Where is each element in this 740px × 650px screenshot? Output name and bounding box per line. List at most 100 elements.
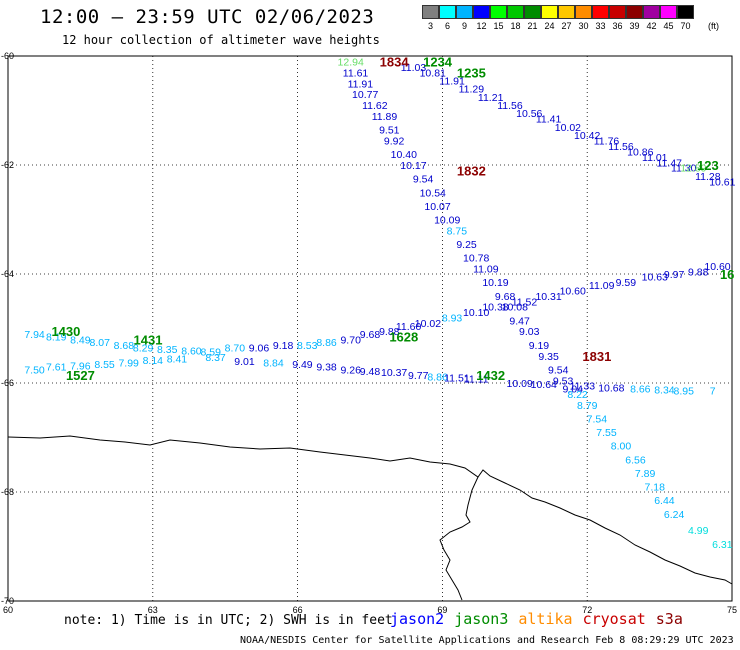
wave-height-points: 12.9411.6111.9110.7711.6211.899.519.9210… <box>24 56 735 550</box>
wave-height-value: 9.25 <box>456 239 477 251</box>
legend-label: 3 <box>427 21 433 31</box>
wave-height-value: 9.19 <box>529 340 550 352</box>
pass-time-label: 1432 <box>476 368 505 383</box>
wave-height-value: 8.00 <box>611 441 632 453</box>
legend-swatch <box>660 5 677 19</box>
legend-swatch <box>609 5 626 19</box>
pass-time-label: 1431 <box>134 332 163 347</box>
legend-swatch <box>473 5 490 19</box>
wave-height-value: 11.52 <box>512 296 538 308</box>
wave-height-value: 10.56 <box>516 108 542 120</box>
wave-height-value: 10.38 <box>482 302 508 314</box>
legend-label: 70 <box>680 21 691 31</box>
lat-label: -60 <box>1 51 14 61</box>
wave-height-value: 10.09 <box>434 215 460 227</box>
time-labels: 1834 1832 1831 1234 1235 123 1628 16 1430 1431 152… <box>51 54 734 382</box>
coastline-inlet <box>439 476 479 601</box>
wave-height-value: 11.56 <box>497 100 523 112</box>
wave-height-value: 7.99 <box>118 357 139 369</box>
legend-label: 30 <box>578 21 589 31</box>
wave-height-value: 11.28 <box>695 171 721 183</box>
wave-height-value: 12.94 <box>338 56 364 68</box>
wave-height-value: 7 <box>710 386 716 398</box>
lat-label: -64 <box>1 269 14 279</box>
lat-label: -62 <box>1 160 14 170</box>
legend-swatch <box>558 5 575 19</box>
wave-height-value: 4.99 <box>688 525 709 537</box>
legend-swatch <box>524 5 541 19</box>
legend-swatch <box>422 5 439 19</box>
wave-height-value: 10.40 <box>391 149 417 161</box>
pass-time-label: 1831 <box>582 349 611 364</box>
legend-label: 36 <box>612 21 623 31</box>
coastline-path <box>7 435 733 585</box>
pass-time-label: 1834 <box>380 54 410 69</box>
pass-time-label: 1235 <box>457 65 486 80</box>
height-legend: 3 6 9 12 15 18 21 24 27 30 33 36 39 42 45 70 (ft) <box>422 5 719 31</box>
wave-height-value: 8.84 <box>263 357 284 369</box>
wave-height-value: 7.96 <box>70 361 91 373</box>
legend-label: 18 <box>510 21 521 31</box>
wave-height-value: 11.91 <box>348 78 374 90</box>
wave-height-value: 7.94 <box>24 329 45 341</box>
wave-height-value: 12.89 <box>680 163 706 175</box>
wave-height-value: 9.54 <box>413 174 434 186</box>
wave-height-value: 10.19 <box>482 277 508 289</box>
pass-time-label: 1234 <box>423 54 453 69</box>
legend-label: 6 <box>444 21 450 31</box>
legend-label: 27 <box>561 21 572 31</box>
satellite-name: jason2 <box>390 610 445 628</box>
wave-height-value: 8.86 <box>427 371 448 383</box>
wave-height-value: 10.78 <box>463 253 489 265</box>
legend-swatch <box>592 5 609 19</box>
wave-height-value: 8.68 <box>114 340 135 352</box>
pass-time-label: 1430 <box>51 324 80 339</box>
legend-swatch <box>507 5 524 19</box>
wave-height-value: 9.97 <box>664 269 685 281</box>
wave-height-value: 10.64 <box>531 379 557 391</box>
lon-label: 75 <box>727 605 737 615</box>
legend-swatches <box>422 5 694 19</box>
wave-height-value: 10.07 <box>424 201 450 213</box>
lat-label: -70 <box>1 596 14 606</box>
wave-height-value: 8.37 <box>205 352 226 364</box>
legend-label: 9 <box>461 21 467 31</box>
lon-label: 72 <box>582 605 592 615</box>
wave-height-value: 9.06 <box>249 343 270 355</box>
wave-height-value: 9.77 <box>408 370 429 382</box>
legend-label: 45 <box>663 21 674 31</box>
wave-height-value: 8.70 <box>225 343 246 355</box>
satellite-name: jason3 <box>454 610 509 628</box>
legend-labels: 3 6 9 12 15 18 21 24 27 30 33 36 39 42 45 70 <box>422 21 694 31</box>
longitude-labels: 60 63 66 69 72 75 <box>3 605 737 615</box>
latitude-labels: -60 -62 -64 -66 -68 -70 <box>1 51 14 606</box>
lat-label: -66 <box>1 378 14 388</box>
credit-line: NOAA/NESDIS Center for Satellite Applica… <box>240 635 734 646</box>
legend-label: 21 <box>527 21 538 31</box>
legend-label: 39 <box>629 21 640 31</box>
wave-height-value: 8.29 <box>133 343 154 355</box>
wave-height-value: 9.03 <box>519 326 540 338</box>
footer-note: note: 1) Time is in UTC; 2) SWH is in fe… <box>64 613 393 628</box>
wave-height-value: 8.14 <box>143 355 164 367</box>
wave-height-value: 8.53 <box>297 340 318 352</box>
wave-height-value: 8.75 <box>447 225 468 237</box>
legend-swatch <box>456 5 473 19</box>
wave-height-value: 10.60 <box>560 285 586 297</box>
wave-height-value: 11.56 <box>608 141 634 153</box>
wave-height-value: 7.18 <box>645 482 666 494</box>
wave-height-value: 9.04 <box>563 383 584 395</box>
pass-time-label: 1832 <box>457 163 486 178</box>
legend-label: 15 <box>493 21 504 31</box>
wave-height-value: 10.31 <box>535 291 561 303</box>
pass-time-label: 123 <box>697 158 719 173</box>
wave-height-value: 6.44 <box>654 495 675 507</box>
wave-height-value: 10.86 <box>627 146 653 158</box>
lon-label: 60 <box>3 605 13 615</box>
pass-time-label: 1527 <box>66 368 95 383</box>
legend-swatch <box>490 5 507 19</box>
legend-unit: (ft) <box>708 21 719 31</box>
wave-height-value: 9.38 <box>316 362 337 374</box>
wave-height-value: 8.07 <box>89 337 110 349</box>
